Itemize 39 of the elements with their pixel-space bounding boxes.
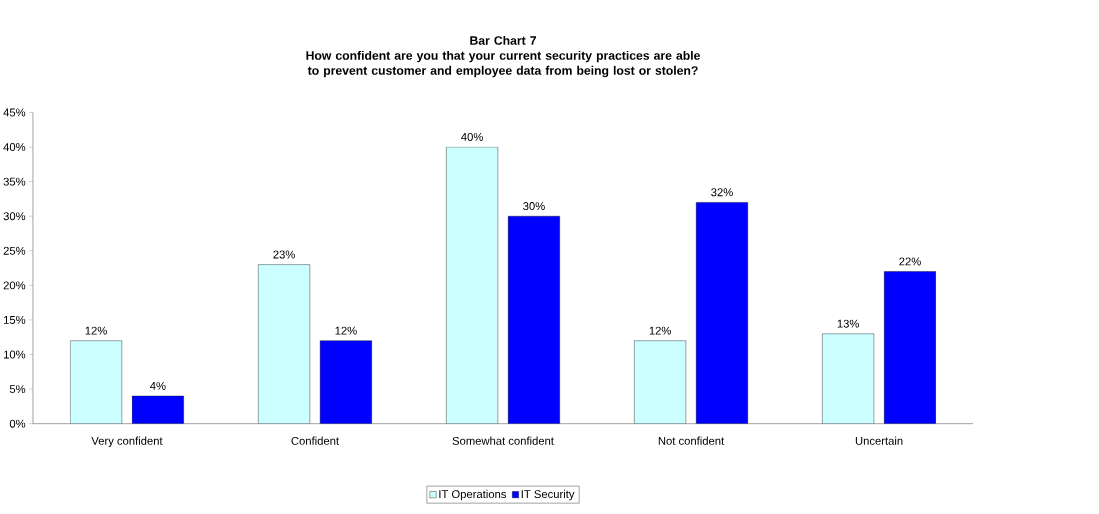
y-tick-label: 30% — [3, 212, 26, 221]
x-tick-label: Somewhat confident — [452, 436, 554, 446]
x-tick-label: Very confident — [91, 436, 163, 448]
y-tick-label: 5% — [9, 385, 26, 394]
bar — [446, 147, 498, 424]
data-label: 30% — [523, 202, 545, 211]
legend-label: IT Operations — [439, 490, 507, 501]
bar — [70, 340, 122, 424]
y-tick-label: 25% — [3, 246, 26, 255]
chart-subtitle: How confident are you that your current security practices are able to prevent customer and employee data from being lost or stolen? — [306, 51, 700, 78]
data-label: 13% — [837, 319, 859, 328]
y-tick-label: 10% — [3, 350, 26, 359]
data-label: 23% — [273, 250, 295, 259]
bar — [884, 271, 936, 424]
bar — [508, 216, 560, 424]
x-tick-label: Uncertain — [855, 436, 903, 446]
y-tick-label: 35% — [3, 177, 26, 186]
data-label: 12% — [335, 326, 357, 335]
bar — [634, 340, 686, 424]
chart-title: Bar Chart 7 — [470, 36, 536, 45]
bar — [258, 264, 310, 424]
y-tick-label: 20% — [3, 281, 26, 290]
y-tick-label: 15% — [3, 316, 26, 325]
data-label: 12% — [649, 326, 671, 335]
data-label: 4% — [150, 382, 166, 391]
bar — [320, 340, 372, 424]
bar — [132, 396, 184, 424]
x-tick-label: Not confident — [658, 436, 725, 446]
data-label: 12% — [85, 326, 107, 335]
bar — [822, 333, 875, 424]
bar — [696, 202, 748, 424]
y-tick-label: 40% — [3, 143, 26, 152]
data-label: 32% — [711, 188, 733, 197]
x-tick-label: Confident — [291, 436, 339, 446]
legend-label: IT Security — [521, 490, 575, 501]
y-tick-label: 45% — [3, 108, 26, 117]
data-label: 22% — [899, 257, 921, 266]
data-label: 40% — [461, 133, 483, 142]
y-tick-label: 0% — [9, 419, 26, 428]
